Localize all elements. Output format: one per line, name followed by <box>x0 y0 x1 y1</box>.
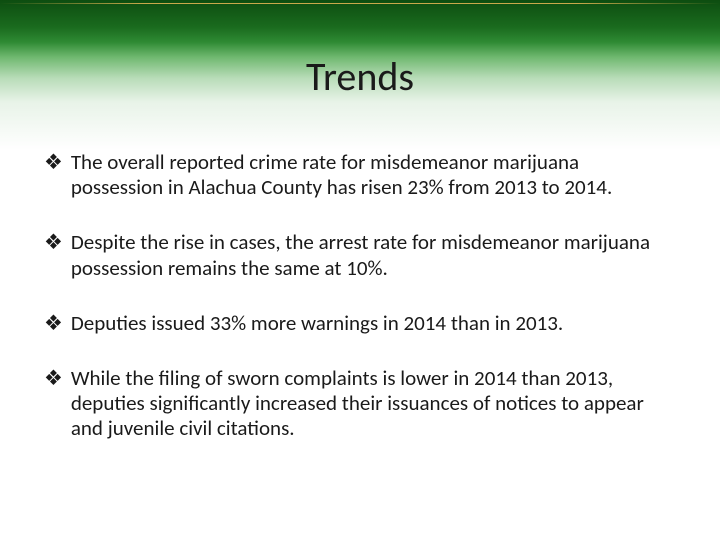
content-area: ❖ The overall reported crime rate for mi… <box>44 150 676 472</box>
header-band: Trends <box>0 0 720 150</box>
bullet-item: ❖ Deputies issued 33% more warnings in 2… <box>44 311 676 336</box>
diamond-bullet-icon: ❖ <box>44 150 63 175</box>
diamond-bullet-icon: ❖ <box>44 366 63 391</box>
bullet-item: ❖ The overall reported crime rate for mi… <box>44 150 676 200</box>
bullet-text: Despite the rise in cases, the arrest ra… <box>71 230 676 280</box>
header-accent-line <box>0 3 720 4</box>
bullet-item: ❖ While the filing of sworn complaints i… <box>44 366 676 442</box>
bullet-text: Deputies issued 33% more warnings in 201… <box>71 311 676 336</box>
bullet-text: The overall reported crime rate for misd… <box>71 150 676 200</box>
bullet-text: While the filing of sworn complaints is … <box>71 366 676 442</box>
slide: Trends ❖ The overall reported crime rate… <box>0 0 720 540</box>
diamond-bullet-icon: ❖ <box>44 311 63 336</box>
slide-title: Trends <box>0 52 720 101</box>
bullet-item: ❖ Despite the rise in cases, the arrest … <box>44 230 676 280</box>
diamond-bullet-icon: ❖ <box>44 230 63 255</box>
